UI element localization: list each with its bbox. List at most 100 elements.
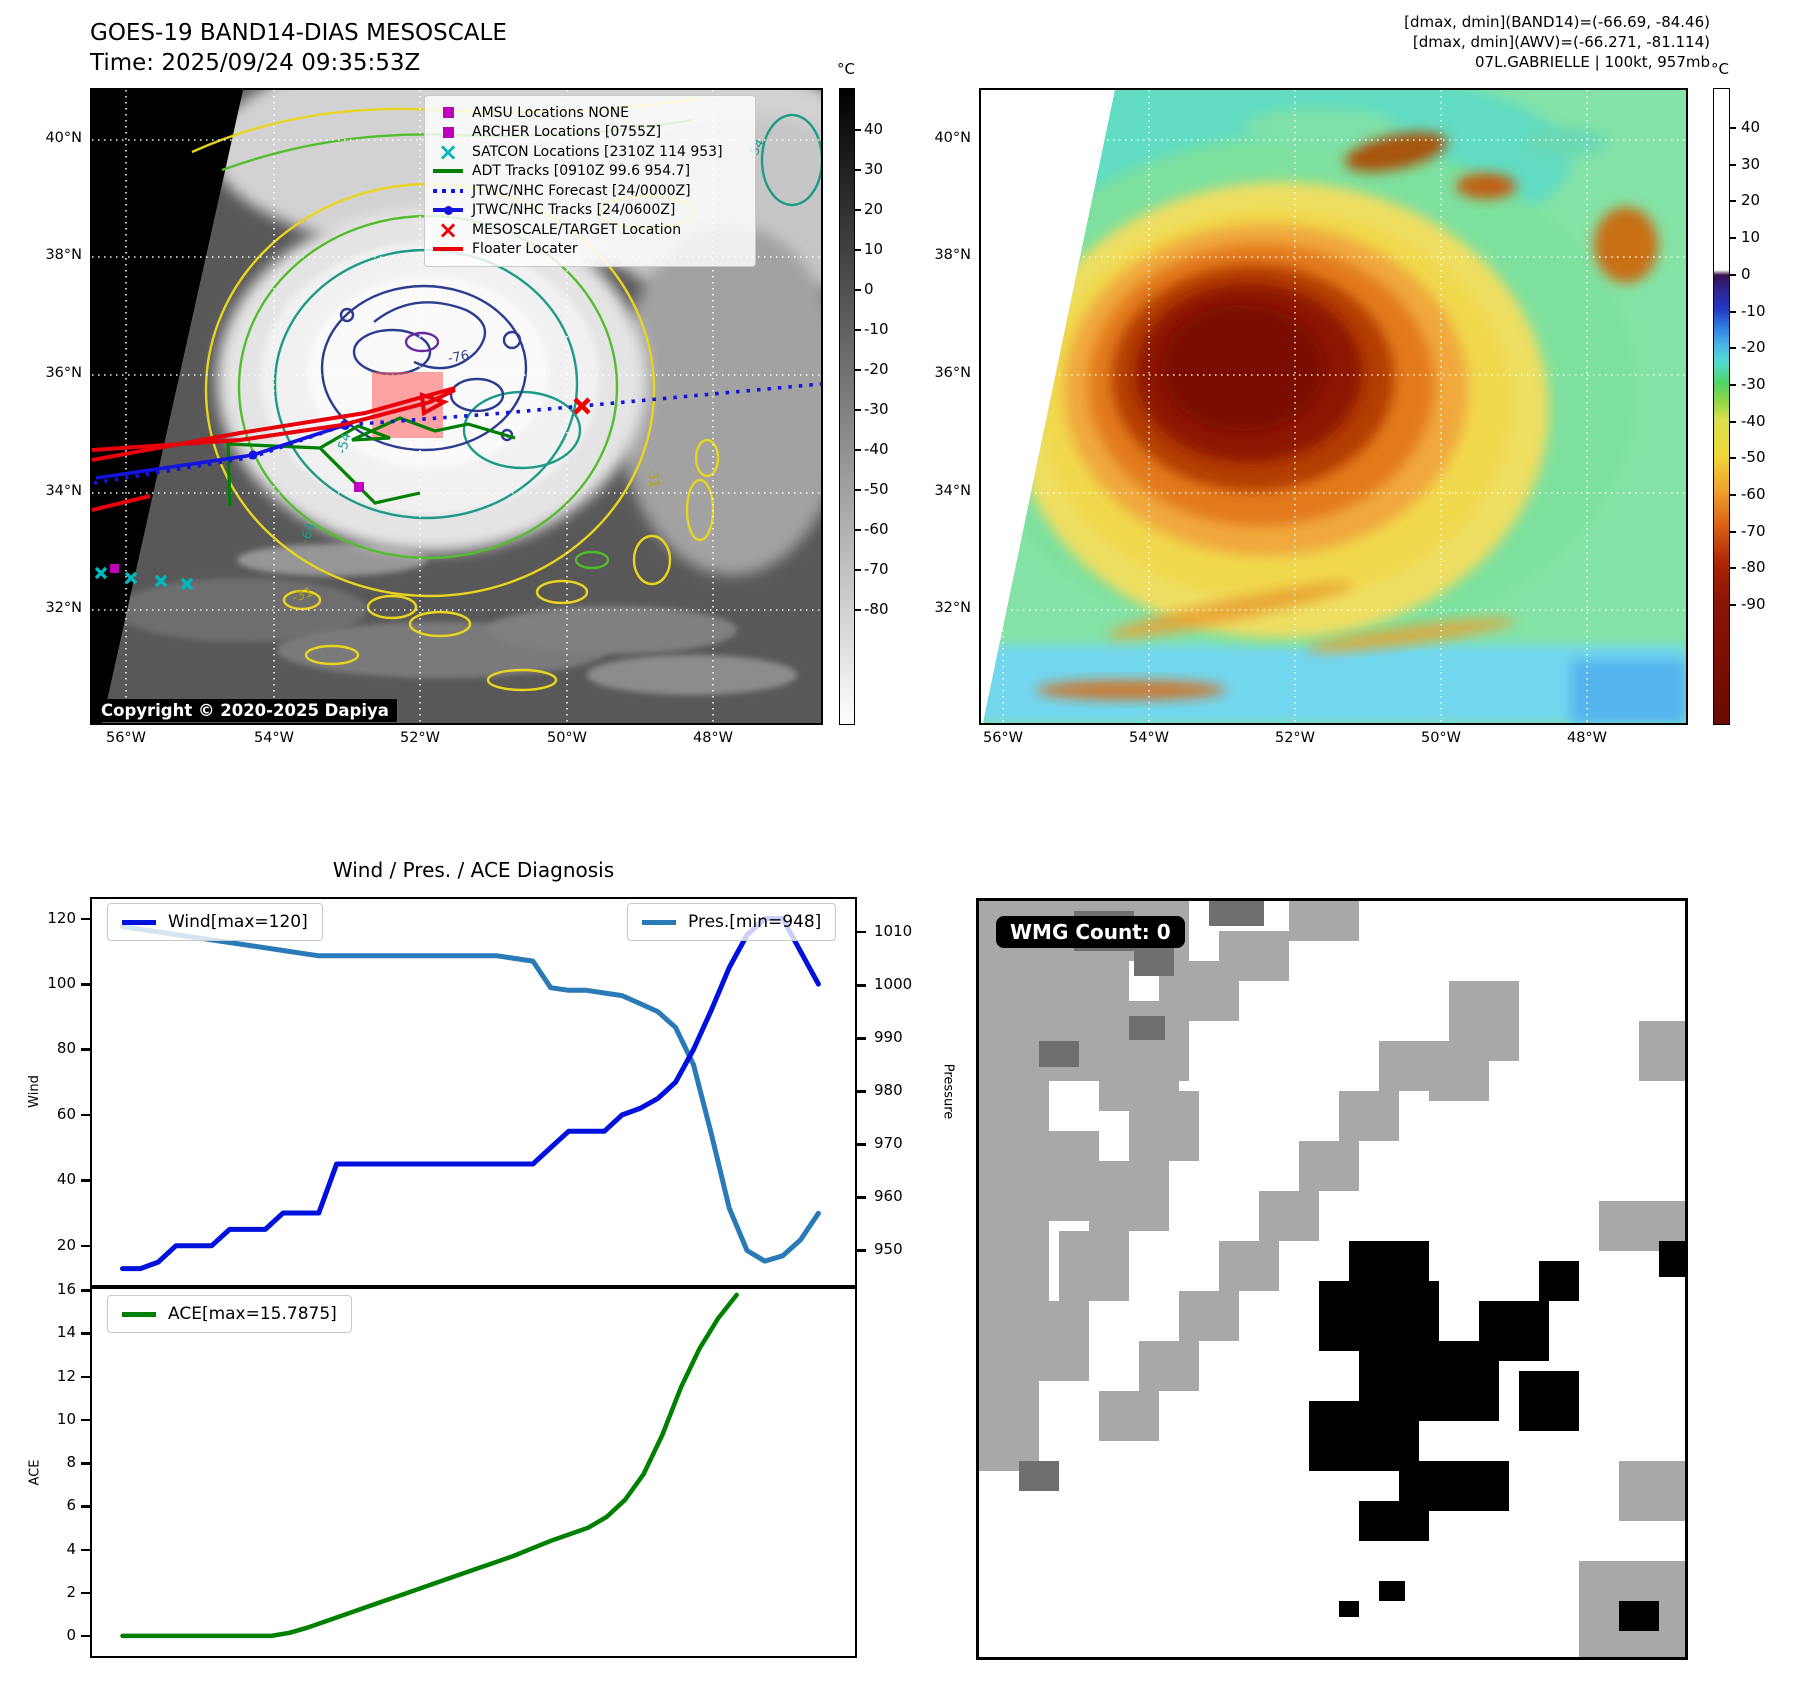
ace-legend-swatch bbox=[122, 1311, 156, 1317]
awv-colorbar-tick: -60 bbox=[1741, 485, 1766, 503]
pressure-axis-label: Pressure bbox=[940, 1063, 956, 1120]
tick-mark bbox=[855, 449, 861, 451]
ace-tick: 0 bbox=[66, 1625, 76, 1644]
dmax-dmin-band14: [dmax, dmin](BAND14)=(-66.69, -84.46) bbox=[1404, 13, 1710, 31]
copyright-badge: Copyright © 2020-2025 Dapiya bbox=[93, 699, 397, 722]
legend-item: ADT Tracks [0910Z 99.6 954.7] bbox=[433, 162, 745, 182]
tick-mark bbox=[81, 1113, 90, 1117]
tick-mark bbox=[855, 569, 861, 571]
ir-colorbar-tick: -40 bbox=[864, 440, 889, 458]
awv-colorbar-tick: -80 bbox=[1741, 558, 1766, 577]
awv-colorbar-tick: -70 bbox=[1741, 521, 1766, 540]
location-markers bbox=[94, 397, 591, 591]
tick-mark bbox=[81, 1505, 90, 1508]
ir-colorbar-tick: -10 bbox=[864, 320, 889, 338]
pressure-tick: 980 bbox=[874, 1081, 903, 1100]
legend-item: AMSU Locations NONE bbox=[433, 103, 745, 123]
tick-mark bbox=[857, 1249, 866, 1252]
ir-colorbar bbox=[839, 88, 855, 725]
ir-colorbar-tick: -50 bbox=[864, 480, 889, 498]
mesoscale-target-area bbox=[372, 372, 443, 438]
wind-legend-swatch bbox=[122, 919, 156, 925]
awv-satellite-map bbox=[979, 88, 1688, 725]
tick-mark bbox=[1730, 567, 1736, 570]
ir-colorbar-tick: -20 bbox=[864, 360, 889, 378]
ir-lat-label: 36°N bbox=[45, 365, 82, 381]
wind-pressure-chart bbox=[90, 897, 857, 1287]
awv-lon-label: 56°W bbox=[982, 730, 1024, 746]
tick-mark bbox=[81, 1418, 90, 1422]
tick-mark bbox=[1730, 457, 1736, 460]
pressure-tick: 1010 bbox=[874, 921, 913, 940]
legend-item: SATCON Locations [2310Z 114 953] bbox=[433, 142, 745, 162]
pressure-tick: 1000 bbox=[874, 975, 913, 993]
ir-colorbar-tick: 10 bbox=[864, 240, 884, 258]
ace-legend: ACE[max=15.7875] bbox=[107, 1295, 352, 1333]
tick-mark bbox=[855, 409, 861, 411]
wind-line bbox=[120, 916, 821, 1272]
tick-mark bbox=[81, 1244, 90, 1248]
tick-mark bbox=[855, 169, 861, 171]
legend-item: MESOSCALE/TARGET Location bbox=[433, 220, 745, 240]
wmg-map-graphic bbox=[979, 901, 1685, 1657]
ir-colorbar-tick: 40 bbox=[864, 120, 884, 138]
ace-tick: 10 bbox=[56, 1409, 76, 1428]
awv-colorbar-tick: -30 bbox=[1741, 374, 1766, 393]
awv-colorbar bbox=[1713, 88, 1730, 725]
legend-item-label: AMSU Locations NONE bbox=[472, 104, 630, 121]
awv-lat-label: 40°N bbox=[934, 130, 971, 146]
tick-mark bbox=[1730, 310, 1736, 313]
tick-mark bbox=[855, 209, 861, 211]
tick-mark bbox=[855, 329, 861, 331]
tick-mark bbox=[855, 129, 861, 131]
ace-line bbox=[120, 1292, 739, 1639]
awv-lat-label: 34°N bbox=[934, 483, 971, 499]
awv-lat-label: 36°N bbox=[934, 365, 971, 381]
pressure-line bbox=[120, 924, 821, 1264]
awv-lat-label: 38°N bbox=[934, 247, 971, 263]
wind-tick: 80 bbox=[56, 1039, 76, 1058]
ace-tick: 8 bbox=[66, 1453, 76, 1472]
awv-colorbar-tick: -40 bbox=[1741, 411, 1766, 430]
x-red-icon bbox=[433, 222, 463, 238]
tick-mark bbox=[81, 983, 90, 986]
ace-tick: 6 bbox=[66, 1496, 76, 1515]
tick-mark bbox=[81, 1634, 90, 1638]
tick-mark bbox=[857, 1196, 866, 1199]
wind-tick: 100 bbox=[47, 974, 76, 993]
ir-lat-label: 34°N bbox=[45, 483, 82, 499]
wind-tick: 60 bbox=[56, 1104, 76, 1123]
wind-tick: 120 bbox=[47, 908, 76, 927]
ace-tick: 16 bbox=[56, 1280, 76, 1299]
tick-mark bbox=[1730, 200, 1736, 203]
ir-colorbar-tick: -60 bbox=[864, 520, 889, 538]
tick-mark bbox=[1730, 347, 1736, 350]
ace-tick: 2 bbox=[66, 1582, 76, 1601]
awv-lon-label: 52°W bbox=[1274, 730, 1316, 746]
tick-mark bbox=[857, 1037, 866, 1040]
awv-colorbar-tick: 10 bbox=[1741, 228, 1761, 247]
pressure-tick: 990 bbox=[874, 1028, 903, 1047]
awv-colorbar-tick: -20 bbox=[1741, 338, 1766, 357]
awv-colorbar-tick: -50 bbox=[1741, 448, 1766, 467]
tick-mark bbox=[1730, 273, 1736, 276]
ir-lon-label: 48°W bbox=[692, 730, 734, 746]
dmax-dmin-awv: [dmax, dmin](AWV)=(-66.271, -81.114) bbox=[1412, 33, 1710, 51]
legend-item: Floater Locater bbox=[433, 240, 745, 260]
forecast-track-line bbox=[93, 382, 822, 485]
tick-mark bbox=[81, 1289, 90, 1292]
awv-lon-label: 50°W bbox=[1420, 730, 1462, 746]
pressure-legend-swatch bbox=[642, 919, 676, 925]
tick-mark bbox=[1730, 604, 1736, 607]
pressure-tick: 950 bbox=[874, 1240, 903, 1259]
wind-pressure-plot bbox=[120, 916, 821, 1272]
storm-intensity: 07L.GABRIELLE | 100kt, 957mb bbox=[1475, 53, 1710, 71]
awv-colorbar-tick: 30 bbox=[1741, 154, 1761, 173]
dotted-blue-icon bbox=[433, 183, 463, 199]
page-title: GOES-19 BAND14-DIAS MESOSCALE bbox=[90, 20, 507, 46]
ir-lon-label: 52°W bbox=[399, 730, 441, 746]
ir-colorbar-tick: -30 bbox=[864, 400, 889, 418]
tick-mark bbox=[1730, 420, 1736, 423]
tick-mark bbox=[1730, 237, 1736, 240]
